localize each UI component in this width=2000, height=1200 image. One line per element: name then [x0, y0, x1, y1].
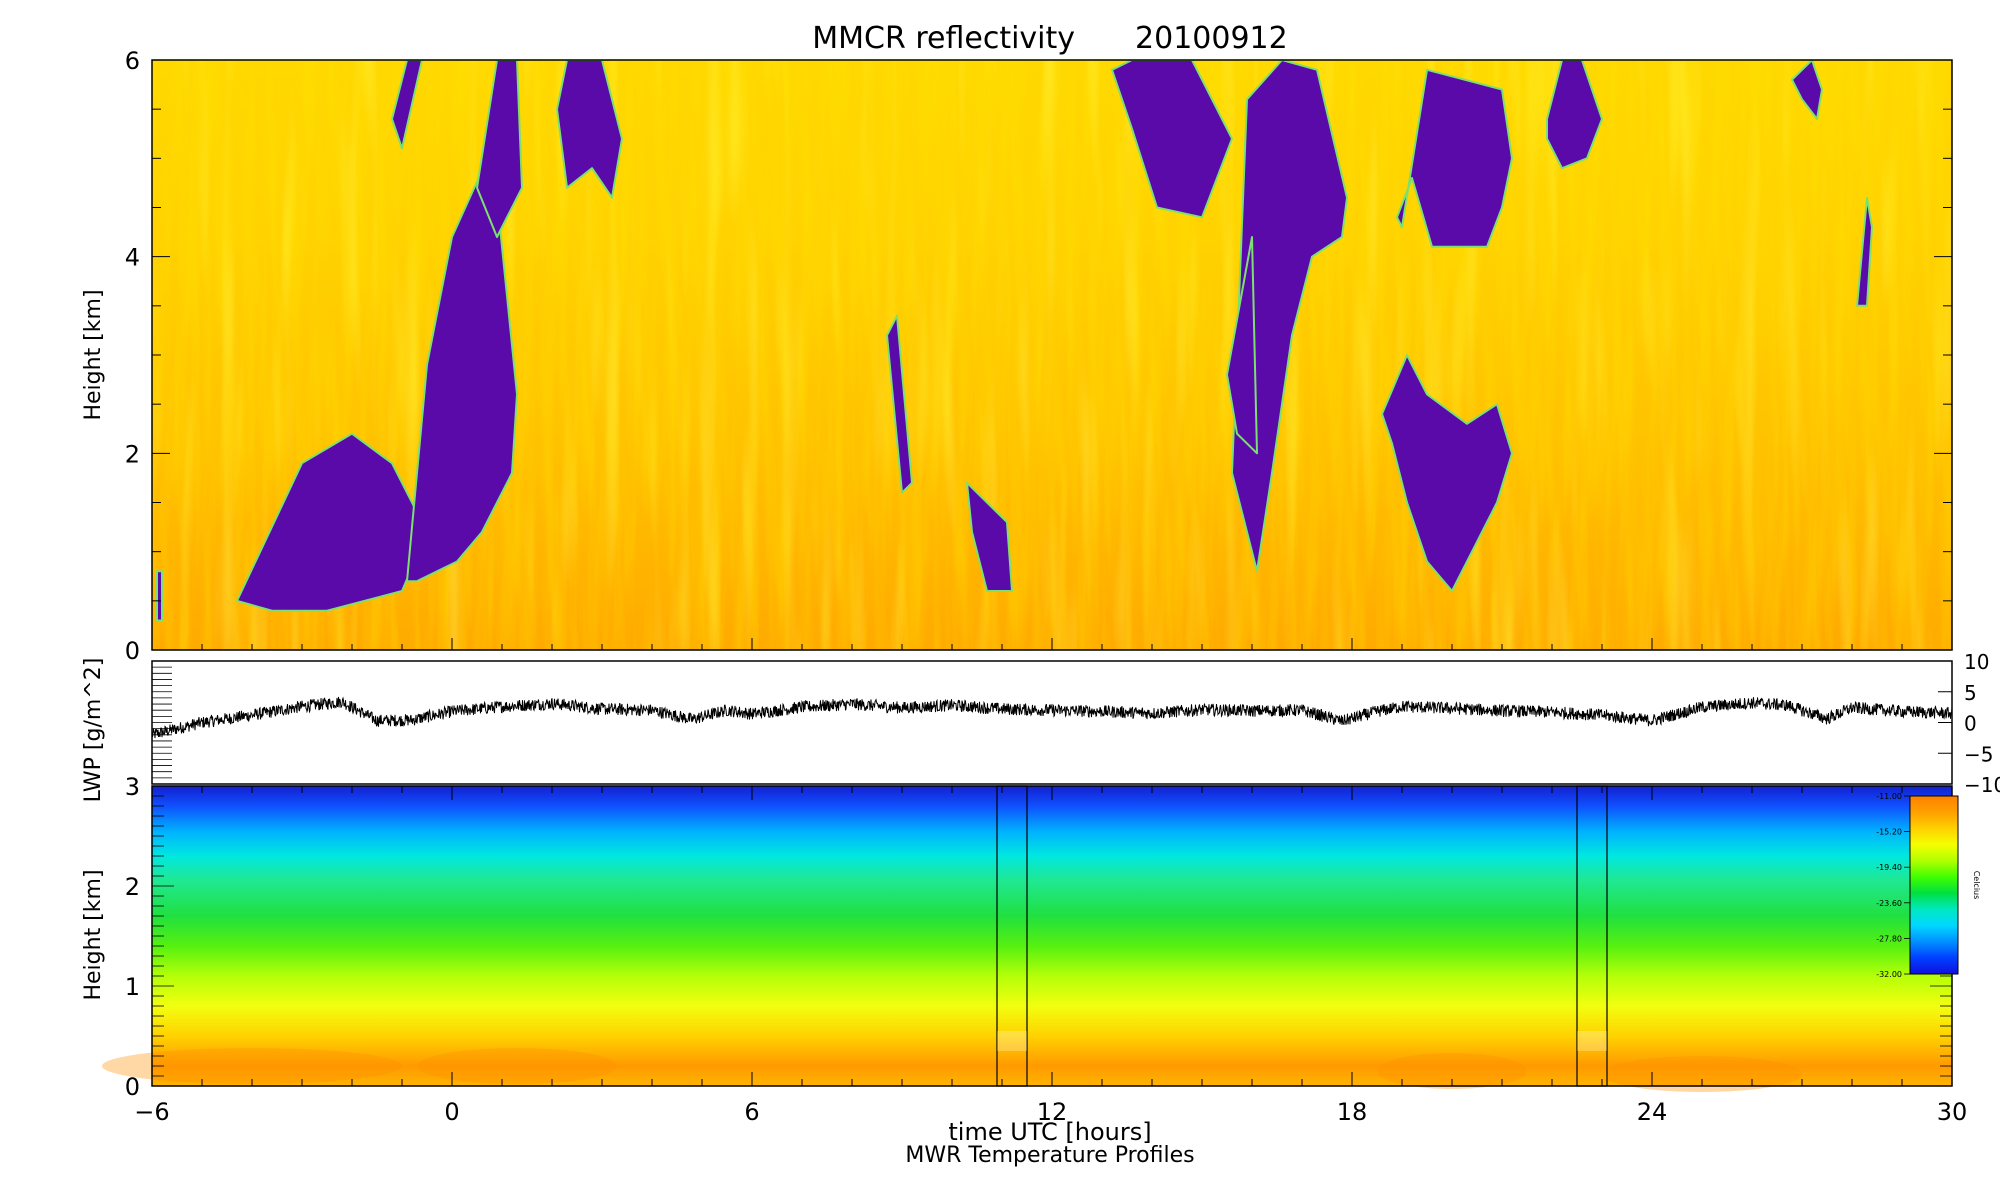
echo-region — [966, 481, 1013, 592]
y-tick-label: 1 — [125, 973, 140, 1001]
echo-region — [1856, 196, 1873, 307]
colorbar-tick-label: -11.00 — [1876, 792, 1902, 801]
temperature-gaps — [996, 785, 1608, 1087]
y-tick-label: 0 — [125, 1073, 140, 1101]
x-tick-label: 30 — [1937, 1098, 1968, 1126]
echo-region — [406, 147, 518, 583]
echo-region — [1396, 68, 1513, 248]
x-tick-label: 24 — [1637, 1098, 1668, 1126]
echo-region — [886, 314, 913, 494]
colorbar-tick-label: -19.40 — [1876, 863, 1902, 872]
reflectivity-ticks: 0 2 4 6 — [125, 47, 1953, 665]
echo-region — [1111, 60, 1233, 219]
data-gap — [996, 785, 1028, 1087]
colorbar-tick-label: -23.60 — [1876, 899, 1902, 908]
echo-region — [1381, 354, 1513, 592]
x-tick-label: 6 — [744, 1098, 759, 1126]
x-tick-label: 12 — [1037, 1098, 1068, 1126]
echo-region — [476, 60, 523, 238]
echo-region — [1231, 60, 1348, 573]
reflectivity-ylabel: Height [km] — [81, 289, 106, 420]
lwp-series — [152, 696, 1952, 739]
reflectivity-title: MMCR reflectivity 20100912 — [812, 21, 1287, 56]
lwp-tick-label: 5 — [1964, 681, 1977, 705]
warm-core — [102, 1048, 402, 1084]
echo-region — [1226, 236, 1258, 455]
temperature-ylabel: Height [km] — [81, 869, 106, 1000]
warm-core — [1377, 1053, 1527, 1089]
x-tick-label: −6 — [134, 1098, 169, 1126]
echo-region — [156, 570, 163, 622]
warm-core — [417, 1048, 617, 1084]
colorbar-tick-label: -15.20 — [1876, 828, 1902, 837]
lwp-tick-label: −10 — [1964, 773, 2000, 797]
colorbar-ramp — [1909, 795, 1959, 975]
colorbar-tick-label: -32.00 — [1876, 970, 1902, 979]
lwp-tick-label: 10 — [1964, 650, 1989, 674]
reflectivity-panel: MMCR reflectivity 20100912 0 2 4 6 Height [k… — [81, 21, 1953, 665]
lwp-panel: −10 −5 0 5 10 LWP [g/m^2] — [81, 650, 2000, 802]
y-tick-label: 2 — [125, 873, 140, 901]
colorbar-label: Celcius — [1972, 871, 1981, 900]
y-tick-label: 2 — [125, 440, 140, 468]
y-tick-label: 3 — [125, 773, 140, 801]
reflectivity-image — [152, 60, 1952, 650]
data-gap — [1576, 785, 1608, 1087]
lwp-frame — [151, 660, 1953, 785]
echo-regions — [156, 60, 1873, 622]
echo-region — [1791, 60, 1823, 120]
y-tick-label: 0 — [125, 637, 140, 665]
x-axis-label: time UTC [hours] — [948, 1118, 1151, 1146]
x-tick-label: 0 — [444, 1098, 459, 1126]
echo-region — [391, 60, 423, 150]
colorbar-ticks: -11.00 -15.20 -19.40 -23.60 -27.80 -32.00 — [1876, 792, 1910, 979]
colorbar-tick-label: -27.80 — [1876, 934, 1902, 943]
lwp-ylabel: LWP [g/m^2] — [81, 658, 106, 803]
y-tick-label: 6 — [125, 47, 140, 75]
echo-region — [556, 60, 623, 199]
y-tick-label: 4 — [125, 244, 140, 272]
lwp-tick-label: −5 — [1964, 742, 1993, 766]
echo-region — [1546, 60, 1603, 170]
temperature-colorbar: -11.00 -15.20 -19.40 -23.60 -27.80 -32.00 Cel… — [1876, 792, 1981, 979]
temperature-image — [152, 786, 1952, 1086]
temperature-caption: MWR Temperature Profiles — [905, 1143, 1194, 1168]
x-tick-label: 18 — [1337, 1098, 1368, 1126]
lwp-tick-label: 0 — [1964, 712, 1977, 736]
lwp-ticks: −10 −5 0 5 10 — [152, 650, 2000, 797]
